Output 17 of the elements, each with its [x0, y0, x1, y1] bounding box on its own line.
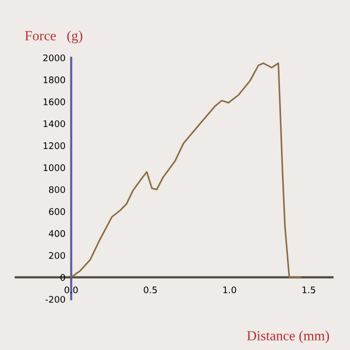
y-tick-label: 800 — [49, 186, 66, 194]
y-axis-title: Force (g) — [25, 30, 82, 44]
x-axis-title: Distance (mm) — [247, 330, 330, 344]
x-tick-label: 1.0 — [223, 286, 236, 294]
y-tick-label: 1400 — [44, 120, 66, 128]
y-tick-label: 600 — [49, 208, 66, 215]
y-tick-label: -200 — [46, 296, 66, 303]
y-tick-label: 200 — [49, 252, 66, 259]
x-tick-label: 0.5 — [144, 286, 157, 294]
y-tick-label: 1200 — [44, 142, 66, 150]
x-tick-label: 1.5 — [302, 286, 316, 294]
y-tick-label: 2000 — [43, 54, 66, 62]
y-tick-label: 1800 — [44, 76, 66, 84]
y-tick-label: 1000 — [44, 164, 66, 172]
y-tick-label: 400 — [48, 230, 66, 237]
y-tick-label: 1600 — [44, 98, 66, 106]
line-series — [70, 62, 302, 278]
